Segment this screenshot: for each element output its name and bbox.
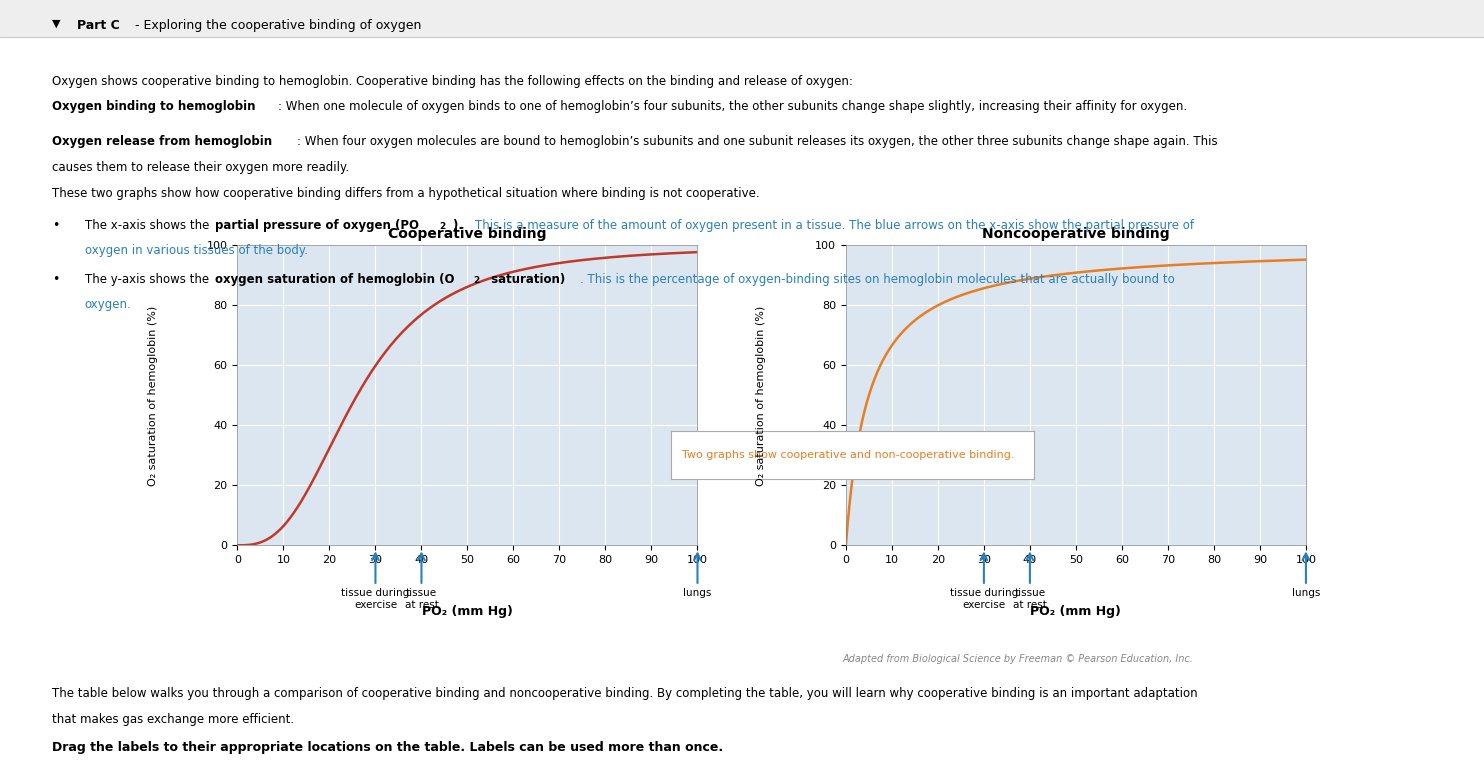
Text: Two graphs show cooperative and non-cooperative binding.: Two graphs show cooperative and non-coop… bbox=[681, 450, 1014, 460]
Text: 2: 2 bbox=[473, 276, 479, 285]
Text: oxygen.: oxygen. bbox=[85, 298, 132, 312]
Text: oxygen in various tissues of the body.: oxygen in various tissues of the body. bbox=[85, 245, 307, 257]
Text: These two graphs show how cooperative binding differs from a hypothetical situat: These two graphs show how cooperative bi… bbox=[52, 187, 760, 199]
Text: The y-axis shows the: The y-axis shows the bbox=[85, 273, 212, 286]
Text: O₂ saturation of hemoglobin (%): O₂ saturation of hemoglobin (%) bbox=[757, 305, 766, 486]
Text: Part C: Part C bbox=[77, 19, 120, 32]
Text: Oxygen release from hemoglobin: Oxygen release from hemoglobin bbox=[52, 136, 272, 148]
Text: Oxygen shows cooperative binding to hemoglobin. Cooperative binding has the foll: Oxygen shows cooperative binding to hemo… bbox=[52, 75, 853, 88]
Text: oxygen saturation of hemoglobin (O: oxygen saturation of hemoglobin (O bbox=[215, 273, 454, 286]
Text: tissue
at rest: tissue at rest bbox=[1014, 588, 1046, 610]
Text: tissue
at rest: tissue at rest bbox=[405, 588, 438, 610]
Text: tissue during
exercise: tissue during exercise bbox=[341, 588, 410, 610]
Text: PO₂ (mm Hg): PO₂ (mm Hg) bbox=[421, 605, 513, 618]
Text: ).: ). bbox=[453, 219, 467, 231]
Text: The table below walks you through a comparison of cooperative binding and noncoo: The table below walks you through a comp… bbox=[52, 687, 1198, 700]
Text: . This is the percentage of oxygen-binding sites on hemoglobin molecules that ar: . This is the percentage of oxygen-bindi… bbox=[580, 273, 1175, 286]
Text: that makes gas exchange more efficient.: that makes gas exchange more efficient. bbox=[52, 713, 294, 726]
Text: : When four oxygen molecules are bound to hemoglobin’s subunits and one subunit : : When four oxygen molecules are bound t… bbox=[297, 136, 1217, 148]
Text: Drag the labels to their appropriate locations on the table. Labels can be used : Drag the labels to their appropriate loc… bbox=[52, 741, 723, 754]
Text: Oxygen binding to hemoglobin: Oxygen binding to hemoglobin bbox=[52, 100, 255, 114]
Text: Adapted from Biological Science by Freeman © Pearson Education, Inc.: Adapted from Biological Science by Freem… bbox=[843, 654, 1193, 664]
Text: 2: 2 bbox=[439, 222, 445, 231]
Text: •: • bbox=[52, 273, 59, 286]
Text: : When one molecule of oxygen binds to one of hemoglobin’s four subunits, the ot: : When one molecule of oxygen binds to o… bbox=[278, 100, 1187, 114]
Title: Cooperative binding: Cooperative binding bbox=[389, 227, 546, 241]
Text: - Exploring the cooperative binding of oxygen: - Exploring the cooperative binding of o… bbox=[131, 19, 421, 32]
Text: lungs: lungs bbox=[683, 588, 712, 598]
Text: causes them to release their oxygen more readily.: causes them to release their oxygen more… bbox=[52, 161, 349, 174]
Text: The x-axis shows the: The x-axis shows the bbox=[85, 219, 212, 231]
Text: This is a measure of the amount of oxygen present in a tissue. The blue arrows o: This is a measure of the amount of oxyge… bbox=[475, 219, 1195, 231]
Text: ▼: ▼ bbox=[52, 19, 61, 29]
Text: partial pressure of oxygen (PO: partial pressure of oxygen (PO bbox=[215, 219, 418, 231]
Text: saturation): saturation) bbox=[487, 273, 565, 286]
Text: O₂ saturation of hemoglobin (%): O₂ saturation of hemoglobin (%) bbox=[148, 305, 157, 486]
Text: lungs: lungs bbox=[1291, 588, 1321, 598]
Title: Noncooperative binding: Noncooperative binding bbox=[982, 227, 1169, 241]
Text: tissue during
exercise: tissue during exercise bbox=[950, 588, 1018, 610]
Text: PO₂ (mm Hg): PO₂ (mm Hg) bbox=[1030, 605, 1122, 618]
Text: •: • bbox=[52, 219, 59, 231]
